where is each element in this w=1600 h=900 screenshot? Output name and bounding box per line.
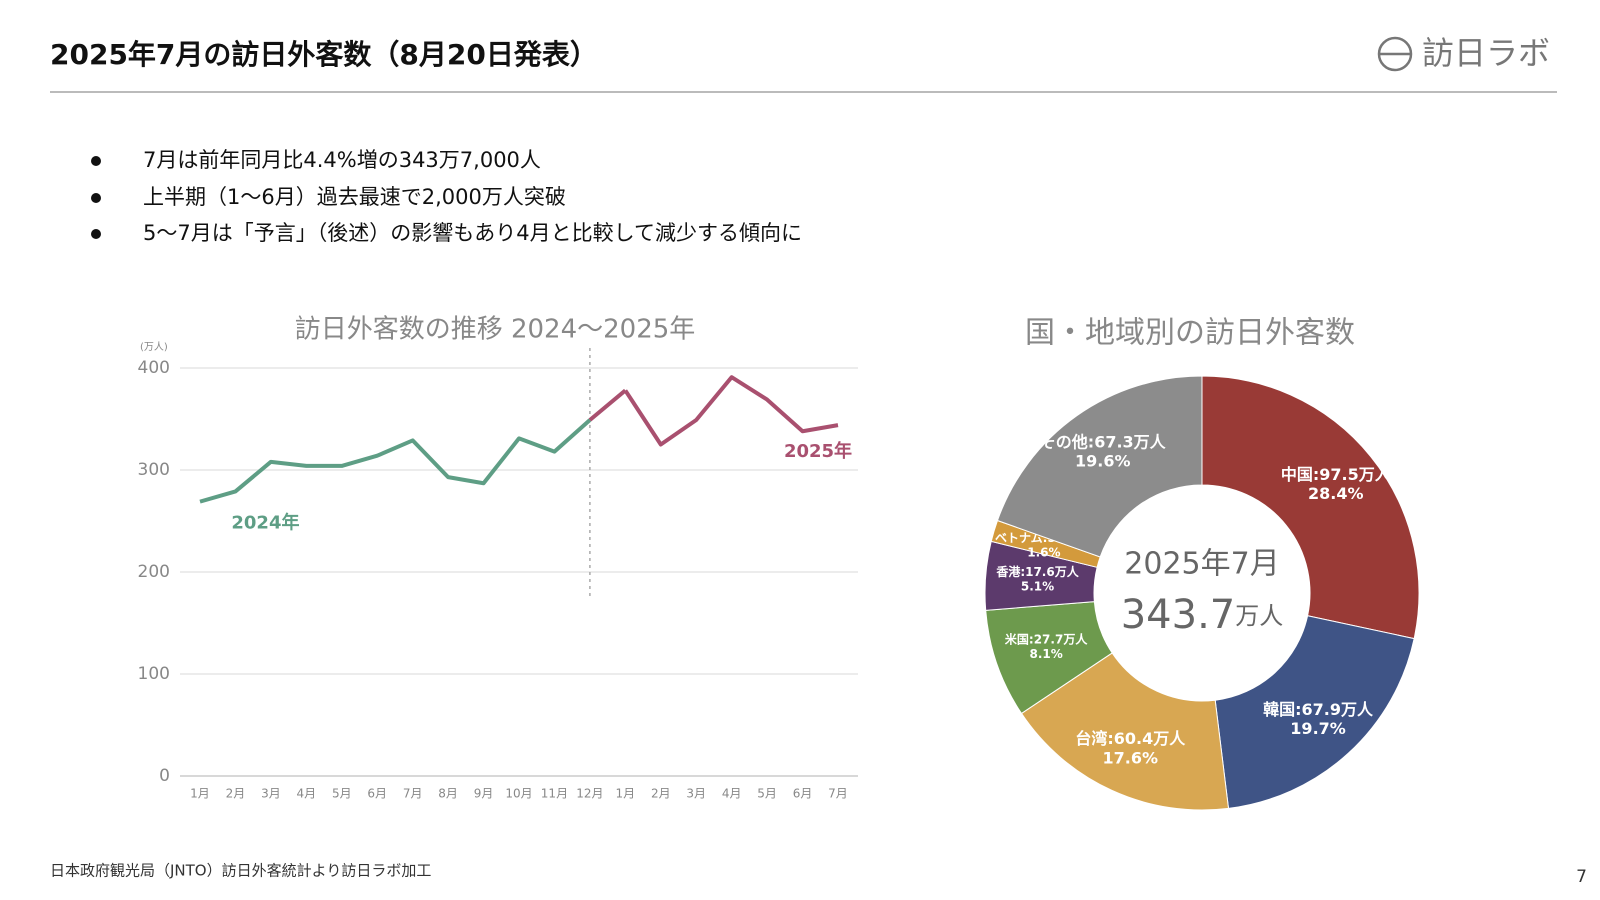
segment-label: 香港:17.6万人 [995, 564, 1079, 579]
bullet: 7月は前年同月比4.4%増の343万7,000人 [143, 148, 541, 172]
x-tick-label: 7月 [828, 787, 848, 801]
donut-segment [996, 375, 1203, 558]
x-tick-label: 12月 [576, 787, 603, 801]
center-value: 343.7万人 [1121, 592, 1284, 638]
series-line [199, 418, 592, 504]
series-label: 2024年 [231, 511, 299, 533]
x-tick-label: 10月 [505, 787, 532, 801]
series-label: 2025年 [784, 440, 852, 462]
bullet: 上半期（1〜6月）過去最速で2,000万人突破 [143, 185, 566, 209]
slide-title: 2025年7月の訪日外客数（8月20日発表） [50, 38, 598, 71]
x-tick-label: 2月 [226, 787, 246, 801]
center-unit: 万人 [1235, 602, 1283, 630]
source-note: 日本政府観光局（JNTO）訪日外客統計より訪日ラボ加工 [50, 862, 431, 880]
segment-value: 19.6% [1075, 452, 1131, 471]
y-tick-label: 300 [138, 460, 170, 480]
donut-segment [1214, 615, 1415, 809]
donut-title: 国・地域別の訪日外客数 [1025, 316, 1355, 351]
segment-label: 米国:27.7万人 [1005, 631, 1088, 646]
line-chart-title: 訪日外客数の推移 2024〜2025年 [295, 315, 696, 345]
y-tick-label: 200 [138, 562, 170, 582]
segment-label: その他:67.3万人 [1040, 432, 1167, 451]
x-tick-label: 4月 [722, 787, 742, 801]
segment-value: 17.6% [1103, 748, 1159, 767]
x-tick-label: 6月 [793, 787, 813, 801]
center-number: 343.7 [1121, 592, 1236, 638]
x-tick-label: 9月 [474, 787, 494, 801]
bullet: 5〜7月は「予言」（後述）の影響もあり4月と比較して減少する傾向に [143, 221, 802, 245]
x-tick-label: 5月 [757, 787, 777, 801]
page-number: 7 [1576, 867, 1587, 887]
x-tick-label: 2月 [651, 787, 671, 801]
x-tick-label: 11月 [541, 787, 568, 801]
center-title: 2025年7月 [1124, 547, 1279, 582]
donut-segment [1020, 652, 1230, 811]
x-tick-label: 6月 [367, 787, 387, 801]
x-tick-label: 1月 [190, 787, 210, 801]
donut-segment [1201, 375, 1420, 640]
x-tick-label: 1月 [616, 787, 636, 801]
x-tick-label: 8月 [438, 787, 458, 801]
segment-value: 19.7% [1290, 719, 1346, 738]
segment-value: 1.6% [1027, 545, 1060, 559]
segment-label: 台湾:60.4万人 [1075, 729, 1186, 748]
x-tick-label: 4月 [297, 787, 317, 801]
logo: 訪日ラボ [1422, 34, 1550, 72]
segment-value: 5.1% [1021, 580, 1054, 594]
y-tick-label: 100 [138, 664, 170, 684]
bullet-dot [91, 156, 101, 166]
x-tick-label: 3月 [686, 787, 706, 801]
segment-value: 8.1% [1029, 647, 1062, 661]
y-tick-label: 0 [159, 766, 170, 786]
segment-value: 28.4% [1308, 484, 1364, 503]
bullet-dot [91, 229, 101, 239]
series-line [623, 375, 839, 447]
y-axis-unit: (万人) [140, 341, 168, 353]
x-tick-label: 7月 [403, 787, 423, 801]
bullet-dot [91, 193, 101, 203]
series-connector [588, 388, 627, 422]
y-tick-label: 400 [138, 358, 170, 378]
segment-label: 中国:97.5万人 [1281, 465, 1392, 484]
x-tick-label: 5月 [332, 787, 352, 801]
x-tick-label: 3月 [261, 787, 281, 801]
segment-label: 韓国:67.9万人 [1263, 700, 1374, 719]
